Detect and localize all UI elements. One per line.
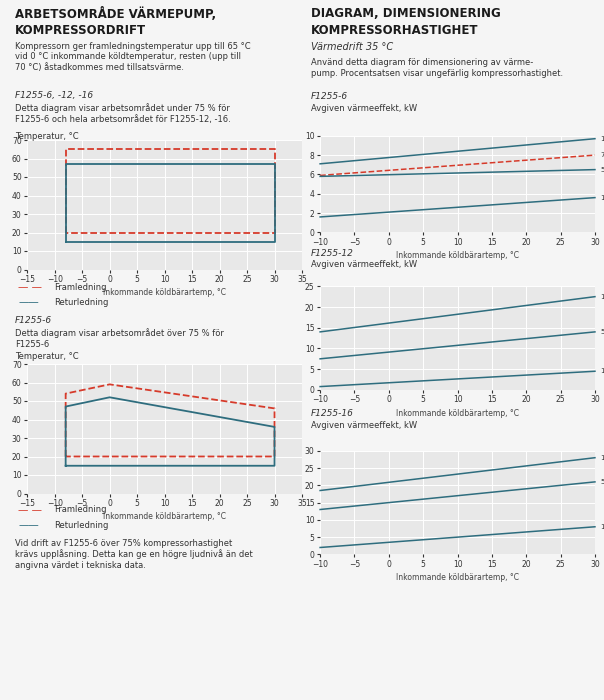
Text: Kompressorn ger framledningstemperatur upp till 65 °C
vid 0 °C inkommande köldte: Kompressorn ger framledningstemperatur u…: [15, 42, 251, 72]
Text: Detta diagram visar arbetsområdet över 75 % för
F1255-6: Detta diagram visar arbetsområdet över 7…: [15, 328, 224, 349]
Text: ARBETSOMRÅDE VÄRMEPUMP,: ARBETSOMRÅDE VÄRMEPUMP,: [15, 7, 216, 21]
Text: Returledning: Returledning: [54, 298, 109, 307]
Text: F1255-6: F1255-6: [311, 92, 348, 102]
Text: Avgiven värmeeffekt, kW: Avgiven värmeeffekt, kW: [311, 421, 417, 430]
Text: 50%: 50%: [600, 479, 604, 485]
Text: Returledning: Returledning: [54, 521, 109, 529]
Text: 50%: 50%: [600, 167, 604, 173]
Text: Temperatur, °C: Temperatur, °C: [15, 352, 79, 361]
Text: 100%: 100%: [600, 455, 604, 461]
Text: Detta diagram visar arbetsområdet under 75 % för
F1255-6 och hela arbetsområdet : Detta diagram visar arbetsområdet under …: [15, 104, 231, 124]
Text: Använd detta diagram för dimensionering av värme-
pump. Procentsatsen visar unge: Använd detta diagram för dimensionering …: [311, 58, 563, 78]
X-axis label: Inkommande köldbärartemp, °C: Inkommande köldbärartemp, °C: [396, 409, 519, 418]
Text: Avgiven värmeeffekt, kW: Avgiven värmeeffekt, kW: [311, 104, 417, 113]
X-axis label: Inkommande köldbärartemp, °C: Inkommande köldbärartemp, °C: [396, 573, 519, 582]
Text: Värmedrift 35 °C: Värmedrift 35 °C: [311, 42, 393, 52]
Text: 1%: 1%: [600, 524, 604, 530]
X-axis label: Inkommande köldbärartemp, °C: Inkommande köldbärartemp, °C: [396, 251, 519, 260]
Text: 75%: 75%: [600, 152, 604, 158]
Text: Framledning: Framledning: [54, 283, 107, 291]
Text: DIAGRAM, DIMENSIONERING: DIAGRAM, DIMENSIONERING: [311, 7, 501, 20]
Text: ——: ——: [18, 298, 39, 307]
Text: 100%: 100%: [600, 136, 604, 141]
Text: F1255-6, -12, -16: F1255-6, -12, -16: [15, 91, 93, 100]
Text: F1255-6: F1255-6: [15, 316, 52, 326]
Text: 1%: 1%: [600, 195, 604, 201]
Text: KOMPRESSORDRIFT: KOMPRESSORDRIFT: [15, 24, 146, 37]
Text: — —: — —: [18, 505, 42, 514]
Text: 100%: 100%: [600, 294, 604, 300]
Text: Framledning: Framledning: [54, 505, 107, 514]
Text: Temperatur, °C: Temperatur, °C: [15, 132, 79, 141]
Text: F1255-16: F1255-16: [311, 410, 354, 419]
X-axis label: Inkommande köldbärartemp, °C: Inkommande köldbärartemp, °C: [103, 288, 226, 298]
Text: ——: ——: [18, 520, 39, 530]
Text: Vid drift av F1255-6 över 75% kompressorhastighet
krävs upplåsning. Detta kan ge: Vid drift av F1255-6 över 75% kompressor…: [15, 539, 253, 570]
Text: — —: — —: [18, 282, 42, 292]
Text: Avgiven värmeeffekt, kW: Avgiven värmeeffekt, kW: [311, 260, 417, 270]
Text: KOMPRESSORHASTIGHET: KOMPRESSORHASTIGHET: [311, 24, 478, 37]
Text: 50%: 50%: [600, 329, 604, 335]
X-axis label: Inkommande köldbärartemp, °C: Inkommande köldbärartemp, °C: [103, 512, 226, 522]
Text: 1%: 1%: [600, 368, 604, 374]
Text: F1255-12: F1255-12: [311, 248, 354, 258]
